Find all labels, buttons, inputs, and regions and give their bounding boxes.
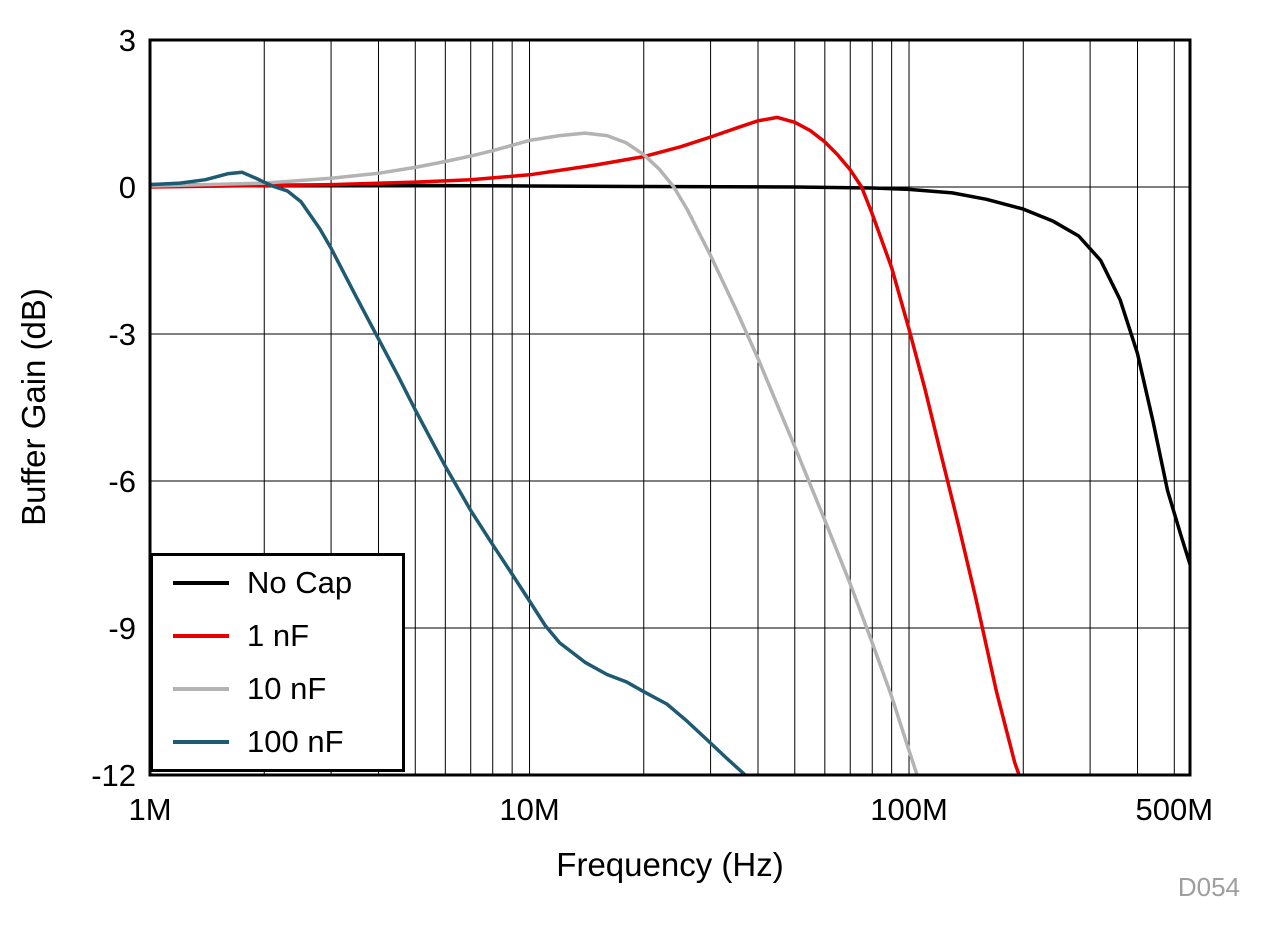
legend-item-no-cap: No Cap [173,565,402,601]
svg-text:100M: 100M [870,792,948,827]
svg-text:0: 0 [119,170,136,205]
legend-line-sample-100nf [173,740,229,745]
x-axis-title: Frequency (Hz) [556,846,784,883]
legend-line-sample-10nf [173,687,229,692]
svg-text:10M: 10M [499,792,559,827]
plot-id-label: D054 [1177,872,1240,902]
legend-line-sample-1nf [173,633,229,638]
legend-item-1nf: 1 nF [173,618,402,654]
legend-label-100nf: 100 nF [247,724,344,760]
legend-label-10nf: 10 nF [247,671,327,707]
svg-text:-3: -3 [108,317,136,352]
legend: No Cap 1 nF 10 nF 100 nF [150,553,405,772]
legend-line-sample-no-cap [173,580,229,585]
svg-text:3: 3 [119,23,136,58]
legend-item-10nf: 10 nF [173,671,402,707]
svg-text:1M: 1M [128,792,171,827]
y-axis-title: Buffer Gain (dB) [15,288,52,526]
legend-item-100nf: 100 nF [173,724,402,760]
svg-text:-12: -12 [91,758,136,793]
legend-label-no-cap: No Cap [247,564,353,600]
svg-text:-6: -6 [108,464,136,499]
legend-label-1nf: 1 nF [247,617,310,653]
svg-text:500M: 500M [1136,792,1214,827]
svg-text:-9: -9 [108,611,136,646]
